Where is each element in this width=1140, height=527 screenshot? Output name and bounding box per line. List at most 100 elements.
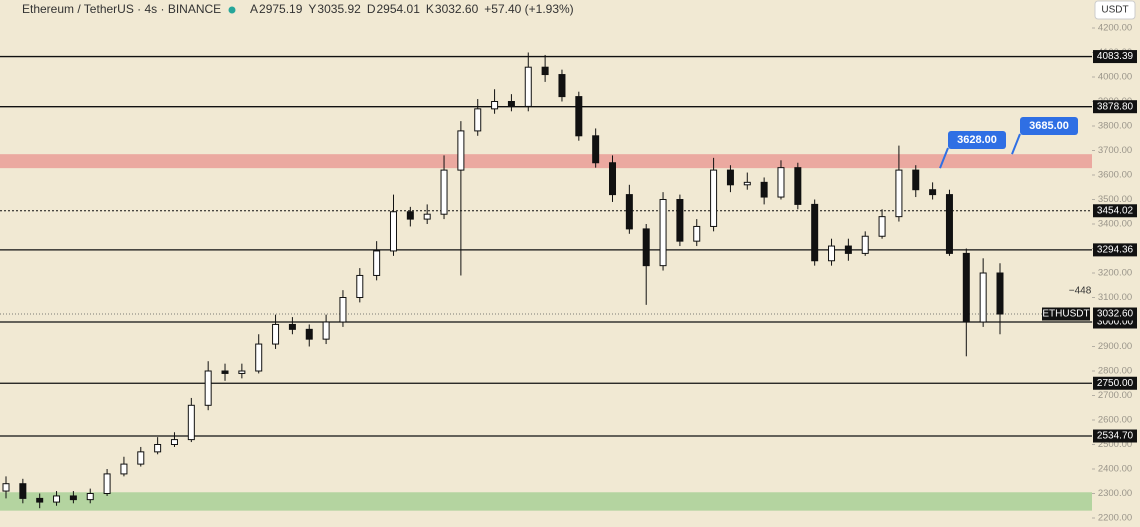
level-label-box	[1093, 429, 1137, 443]
ohlc-legend: A 2975.19 Y 3035.92 D 2954.01 K 3032.60 +57.40 (…	[250, 2, 574, 16]
candle-body	[507, 101, 515, 107]
candle-body	[693, 225, 701, 242]
level-label-box	[1093, 376, 1137, 390]
y-tick-label: 2700.00	[1098, 390, 1132, 401]
currency-button[interactable]	[1094, 0, 1136, 20]
y-tick-label: 2400.00	[1098, 464, 1132, 475]
candle-body	[204, 370, 212, 406]
candle-body	[406, 211, 414, 220]
candle-body	[221, 370, 229, 374]
candle-body	[777, 167, 785, 198]
candle-body	[625, 194, 633, 230]
level-label: 3454.02	[1097, 205, 1134, 216]
candle-body	[861, 235, 869, 254]
level-label: 3000.00	[1097, 317, 1134, 328]
candle-body	[676, 199, 684, 242]
candle-body	[305, 328, 313, 340]
candle-body	[255, 343, 263, 372]
y-tick-label: 2500.00	[1098, 439, 1132, 450]
candle-body	[423, 213, 431, 220]
y-tick-label: 3400.00	[1098, 219, 1132, 230]
change: +57.40 (+1.93%)	[484, 2, 573, 16]
candle-body	[743, 181, 751, 186]
level-label-box	[1093, 100, 1137, 114]
y-tick-label: 4200.00	[1098, 23, 1132, 34]
callout-pointer	[939, 147, 949, 169]
candle-body	[878, 216, 886, 237]
candle-body	[828, 245, 836, 262]
candle-body	[929, 189, 937, 196]
candle-body	[389, 211, 397, 252]
ohlc-key: Y	[308, 2, 316, 16]
candle-body	[945, 194, 953, 254]
y-tick-label: 2300.00	[1098, 488, 1132, 499]
zone	[0, 154, 1092, 169]
y-tick-label: 2200.00	[1098, 513, 1132, 524]
candle-body	[811, 203, 819, 262]
candle-body	[238, 370, 246, 374]
candle-body	[170, 439, 178, 446]
y-tick-label: 3100.00	[1098, 292, 1132, 303]
y-tick-label: 3500.00	[1098, 194, 1132, 205]
currency-button-text[interactable]: USDT	[1101, 5, 1128, 16]
level-label: 2534.70	[1097, 431, 1134, 442]
candle-body	[53, 495, 61, 503]
level-label: 3878.80	[1097, 101, 1134, 112]
y-tick-label: 2800.00	[1098, 366, 1132, 377]
y-tick-label: 2900.00	[1098, 341, 1132, 352]
candle-body	[609, 162, 617, 196]
candle-body	[844, 245, 852, 254]
candle-body	[794, 167, 802, 205]
candle-body	[322, 321, 330, 340]
candle-body	[2, 483, 10, 492]
symbol-label-box	[1042, 307, 1090, 321]
candle-body	[86, 493, 94, 501]
level-label-box	[1093, 307, 1137, 321]
level-label: 3032.60	[1097, 309, 1134, 320]
candle-body	[154, 444, 162, 453]
candle-body	[440, 169, 448, 215]
y-tick-label: 3700.00	[1098, 145, 1132, 156]
candle-body	[912, 169, 920, 191]
candle-body	[120, 463, 128, 475]
candle-body	[272, 323, 280, 345]
callout-label: 3628.00	[957, 134, 997, 146]
candle-body	[895, 169, 903, 218]
candle-body	[457, 130, 465, 171]
candle-body	[979, 272, 987, 323]
callout-box	[948, 131, 1006, 149]
candle-body	[339, 297, 347, 323]
candle-body	[524, 66, 532, 107]
candle-body	[592, 135, 600, 164]
ohlc-key: K	[426, 2, 434, 16]
ohlc-key: D	[367, 2, 376, 16]
candle-body	[726, 169, 734, 186]
y-tick-label: 3200.00	[1098, 268, 1132, 279]
ohlc-value: 3032.60	[435, 2, 479, 16]
ohlc-value: 3035.92	[317, 2, 361, 16]
candle-body	[962, 252, 970, 323]
ohlc-key: A	[250, 2, 258, 16]
callout-pointer	[1011, 133, 1021, 155]
candle-body	[642, 228, 650, 267]
candle-body	[996, 272, 1004, 315]
candle-body	[103, 473, 111, 494]
level-label: 2750.00	[1097, 378, 1134, 389]
level-label-box	[1093, 243, 1137, 257]
candle-body	[288, 323, 296, 330]
y-tick-label: 3800.00	[1098, 121, 1132, 132]
y-tick-label: 4000.00	[1098, 72, 1132, 83]
candle-body	[137, 451, 145, 465]
ohlc-value: 2954.01	[376, 2, 420, 16]
candle-body	[760, 181, 768, 198]
candle-body	[356, 274, 364, 299]
y-tick-label: 3600.00	[1098, 170, 1132, 181]
candle-body	[373, 250, 381, 276]
y-tick-label: 2600.00	[1098, 415, 1132, 426]
level-label: 4083.39	[1097, 51, 1134, 62]
candle-body	[659, 199, 667, 267]
candle-body	[36, 497, 44, 503]
status-dot	[228, 6, 236, 14]
